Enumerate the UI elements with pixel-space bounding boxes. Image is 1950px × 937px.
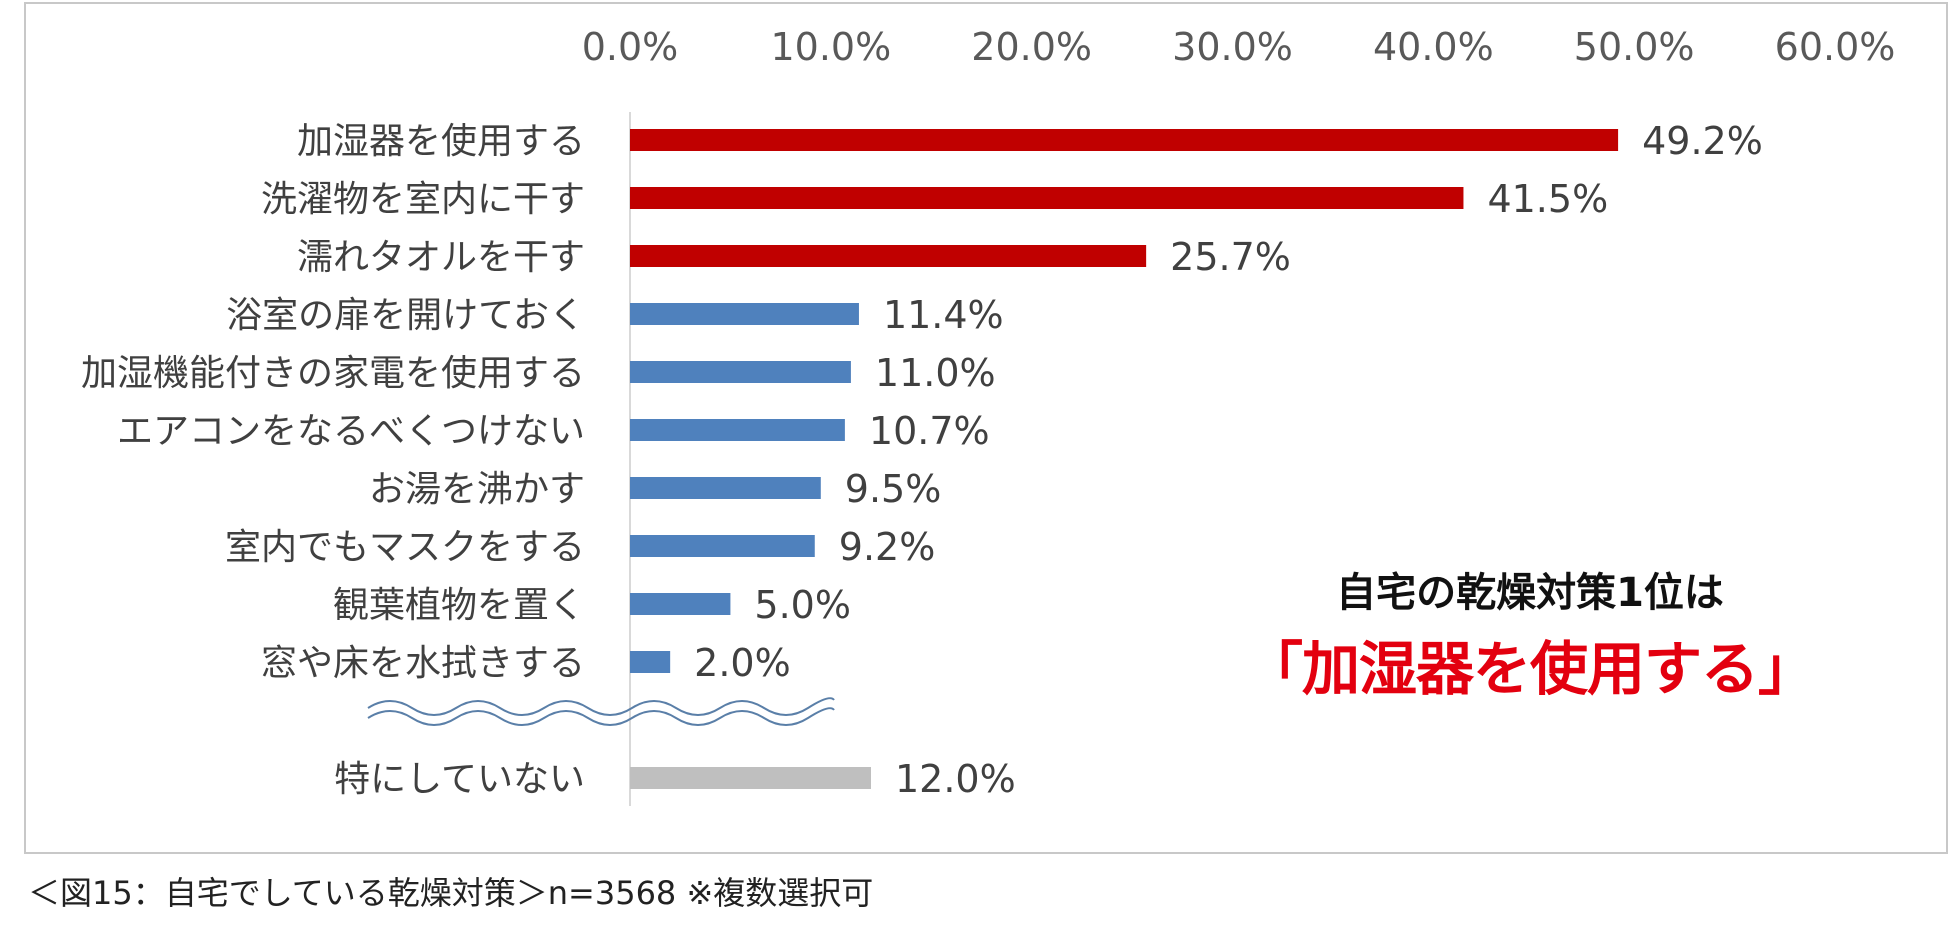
- data-label: 25.7%: [1170, 235, 1291, 279]
- data-label: 49.2%: [1642, 119, 1763, 163]
- data-label: 11.0%: [875, 351, 996, 395]
- category-label: 窓や床を水拭きする: [261, 643, 585, 684]
- category-label: 浴室の扉を開けておく: [226, 295, 585, 336]
- category-label: 加湿器を使用する: [297, 121, 585, 162]
- bar: [630, 361, 851, 383]
- x-tick-label: 60.0%: [1775, 25, 1896, 69]
- data-label: 11.4%: [883, 293, 1004, 337]
- x-tick-label: 50.0%: [1574, 25, 1695, 69]
- bar: [630, 651, 671, 673]
- data-label: 41.5%: [1487, 177, 1608, 221]
- category-label: 濡れタオルを干す: [297, 237, 585, 278]
- bar: [630, 593, 731, 615]
- callout-heading: 自宅の乾燥対策1位は: [1336, 570, 1724, 616]
- category-label: 観葉植物を置く: [333, 585, 585, 626]
- axis-break-wave: [367, 697, 835, 726]
- bar-chart: 0.0% 10.0% 20.0% 30.0% 40.0% 50.0% 60.0% 加湿器を使…: [81, 25, 1896, 806]
- bar: [630, 477, 821, 499]
- highlight-callout: 自宅の乾燥対策1位は 「加湿器を使用する」: [1230, 560, 1830, 706]
- bar: [630, 187, 1464, 209]
- x-tick-label: 20.0%: [971, 25, 1092, 69]
- bar: [630, 129, 1619, 151]
- category-label: 室内でもマスクをする: [225, 527, 585, 568]
- category-label: お湯を沸かす: [369, 469, 585, 510]
- figure-caption: ＜図15：自宅でしている乾燥対策＞n=3568 ※複数選択可: [28, 874, 874, 912]
- category-label: 加湿機能付きの家電を使用する: [81, 353, 585, 394]
- data-label: 5.0%: [754, 583, 851, 627]
- category-label: 洗濯物を室内に干す: [261, 179, 585, 220]
- category-label: 特にしていない: [334, 759, 585, 800]
- data-label: 9.5%: [845, 467, 942, 511]
- bar: [630, 303, 859, 325]
- callout-highlight: 「加湿器を使用する」: [1244, 635, 1816, 703]
- x-tick-label: 30.0%: [1172, 25, 1293, 69]
- data-label: 12.0%: [895, 757, 1016, 801]
- bar: [630, 767, 871, 789]
- data-label: 10.7%: [869, 409, 990, 453]
- bar: [630, 419, 845, 441]
- bar: [630, 535, 815, 557]
- bar: [630, 245, 1147, 267]
- bars: 加湿器を使用する 49.2% 洗濯物を室内に干す 41.5% 濡れタオルを干す 25.7%…: [81, 119, 1763, 801]
- data-label: 9.2%: [839, 525, 936, 569]
- category-label: エアコンをなるべくつけない: [117, 411, 585, 452]
- x-tick-label: 40.0%: [1373, 25, 1494, 69]
- x-tick-label: 10.0%: [770, 25, 891, 69]
- x-axis-ticks: 0.0% 10.0% 20.0% 30.0% 40.0% 50.0% 60.0%: [582, 25, 1896, 69]
- x-tick-label: 0.0%: [582, 25, 679, 69]
- data-label: 2.0%: [694, 641, 791, 685]
